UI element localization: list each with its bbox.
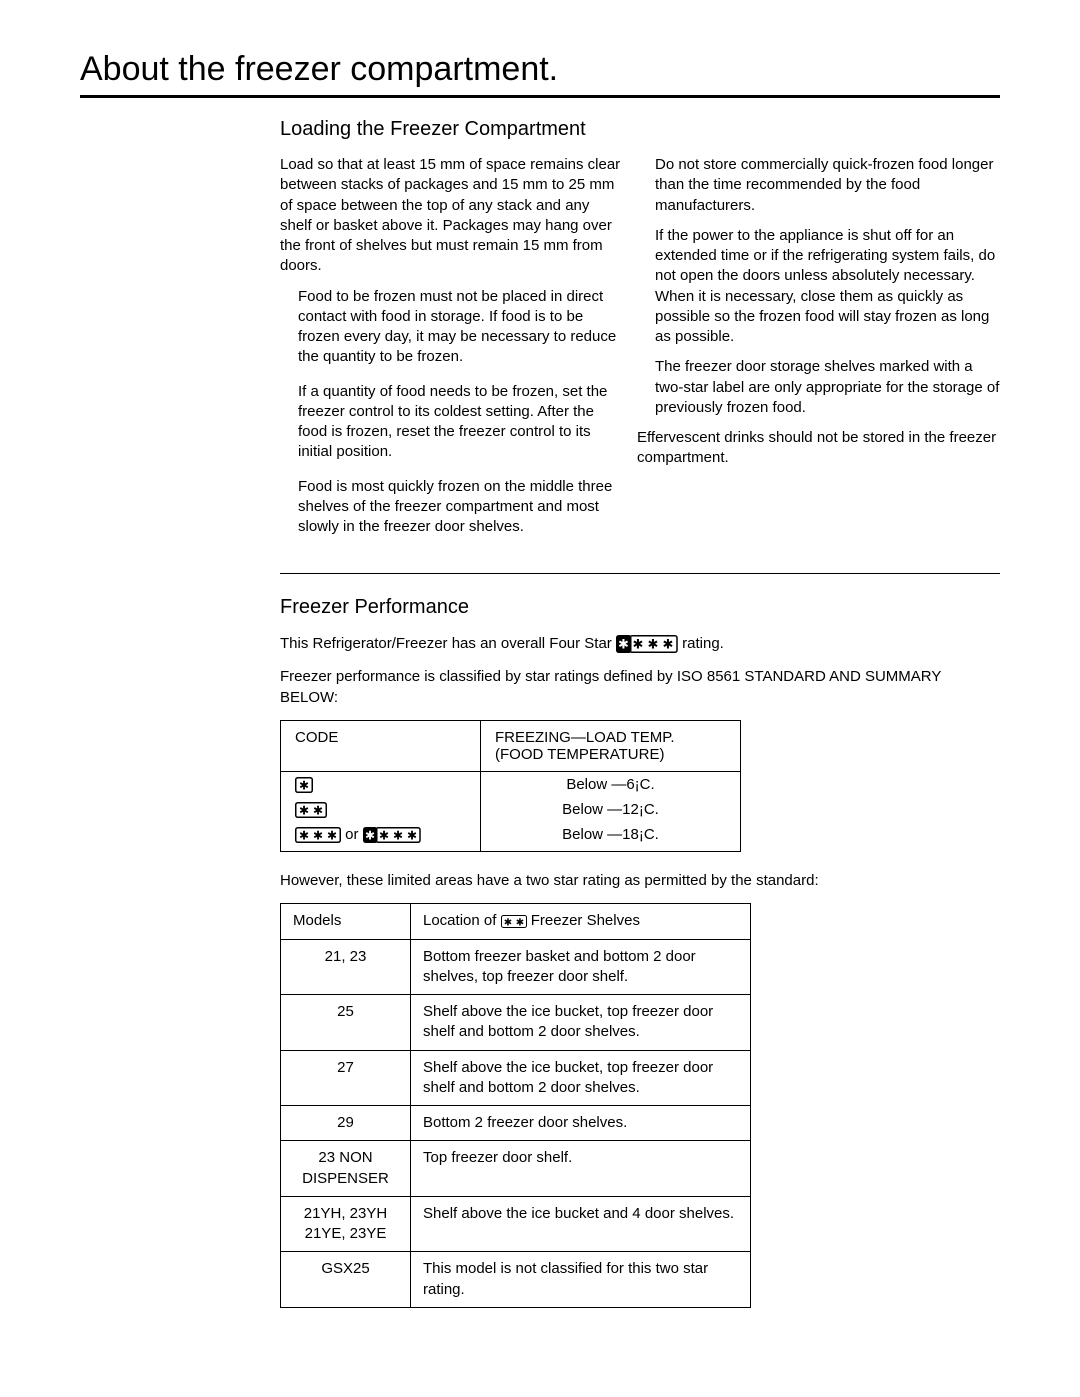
- perf-temp-1: Below —6¡C.: [481, 772, 741, 798]
- loading-right-col: Do not store commercially quick-frozen f…: [655, 155, 1000, 551]
- page-title: About the freezer compartment.: [80, 50, 1000, 89]
- perf-table: CODE FREEZING—LOAD TEMP. (FOOD TEMPERATU…: [280, 720, 741, 852]
- two-star-note: However, these limited areas have a two …: [280, 870, 1000, 891]
- loading-right-item: The freezer door storage shelves marked …: [655, 357, 1000, 418]
- two-star-small-icon: ✱ ✱: [501, 915, 527, 928]
- svg-text:✱: ✱: [327, 829, 337, 843]
- svg-text:✱: ✱: [313, 829, 323, 843]
- table-row: 25: [281, 995, 411, 1051]
- perf-th-temp: FREEZING—LOAD TEMP. (FOOD TEMPERATURE): [481, 721, 741, 772]
- four-star-icon: ✱ ✱ ✱ ✱: [363, 827, 421, 843]
- perf-code-1: ✱: [281, 772, 481, 798]
- table-row: Shelf above the ice bucket, top freezer …: [411, 1050, 751, 1106]
- svg-text:✱: ✱: [663, 637, 674, 652]
- svg-text:✱: ✱: [299, 804, 309, 818]
- models-th-loc: Location of ✱ ✱ Freezer Shelves: [411, 904, 751, 939]
- table-row: 29: [281, 1106, 411, 1141]
- perf-intro-pre: This Refrigerator/Freezer has an overall…: [280, 635, 616, 652]
- performance-section: Freezer Performance This Refrigerator/Fr…: [280, 596, 1000, 1308]
- two-star-icon: ✱ ✱: [295, 802, 327, 818]
- table-row: GSX25: [281, 1252, 411, 1308]
- svg-text:✱: ✱: [393, 829, 403, 843]
- models-table: Models Location of ✱ ✱ Freezer Shelves 2…: [280, 903, 751, 1308]
- models-th-model: Models: [281, 904, 411, 939]
- table-row: This model is not classified for this tw…: [411, 1252, 751, 1308]
- perf-intro-post: rating.: [682, 635, 724, 652]
- table-row: Shelf above the ice bucket, top freezer …: [411, 995, 751, 1051]
- loading-left-item: Food to be frozen must not be placed in …: [298, 287, 625, 368]
- loading-left-item: If a quantity of food needs to be frozen…: [298, 382, 625, 463]
- loading-outro: Effervescent drinks should not be stored…: [637, 428, 1000, 469]
- perf-intro: This Refrigerator/Freezer has an overall…: [280, 633, 1000, 654]
- table-row: 21, 23: [281, 939, 411, 995]
- perf-classify: Freezer performance is classified by sta…: [280, 666, 1000, 708]
- table-row: 21YH, 23YH 21YE, 23YE: [281, 1196, 411, 1252]
- loading-section: Loading the Freezer Compartment Load so …: [280, 118, 1000, 551]
- svg-text:✱: ✱: [365, 829, 375, 843]
- perf-temp-2: Below —12¡C.: [481, 797, 741, 822]
- or-text: or: [345, 826, 363, 843]
- perf-code-2: ✱ ✱: [281, 797, 481, 822]
- perf-code-3: ✱ ✱ ✱ or ✱ ✱ ✱ ✱: [281, 822, 481, 852]
- svg-text:✱: ✱: [407, 829, 417, 843]
- table-row: Shelf above the ice bucket and 4 door sh…: [411, 1196, 751, 1252]
- title-rule: [80, 95, 1000, 98]
- section-rule: [280, 573, 1000, 574]
- svg-text:✱: ✱: [299, 779, 309, 793]
- three-star-icon: ✱ ✱ ✱: [295, 827, 341, 843]
- loading-right-item: If the power to the appliance is shut of…: [655, 226, 1000, 348]
- svg-text:✱: ✱: [299, 829, 309, 843]
- loading-left-col: Load so that at least 15 mm of space rem…: [280, 155, 625, 551]
- table-row: 23 NON DISPENSER: [281, 1141, 411, 1197]
- one-star-icon: ✱: [295, 777, 313, 793]
- loading-heading: Loading the Freezer Compartment: [280, 118, 1000, 141]
- table-row: Bottom freezer basket and bottom 2 door …: [411, 939, 751, 995]
- svg-text:✱: ✱: [313, 804, 323, 818]
- table-row: 27: [281, 1050, 411, 1106]
- svg-text:✱: ✱: [503, 917, 511, 928]
- svg-text:✱: ✱: [633, 637, 644, 652]
- loading-right-item: Do not store commercially quick-frozen f…: [655, 155, 1000, 216]
- svg-text:✱: ✱: [379, 829, 389, 843]
- table-row: Bottom 2 freezer door shelves.: [411, 1106, 751, 1141]
- table-row: Top freezer door shelf.: [411, 1141, 751, 1197]
- svg-text:✱: ✱: [515, 917, 523, 928]
- performance-heading: Freezer Performance: [280, 596, 1000, 619]
- loading-left-item: Food is most quickly frozen on the middl…: [298, 477, 625, 538]
- loading-intro: Load so that at least 15 mm of space rem…: [280, 155, 625, 277]
- perf-temp-3: Below —18¡C.: [481, 822, 741, 852]
- svg-text:✱: ✱: [618, 637, 629, 652]
- svg-text:✱: ✱: [648, 637, 659, 652]
- four-star-icon: ✱ ✱ ✱ ✱: [616, 635, 678, 653]
- perf-th-code: CODE: [281, 721, 481, 772]
